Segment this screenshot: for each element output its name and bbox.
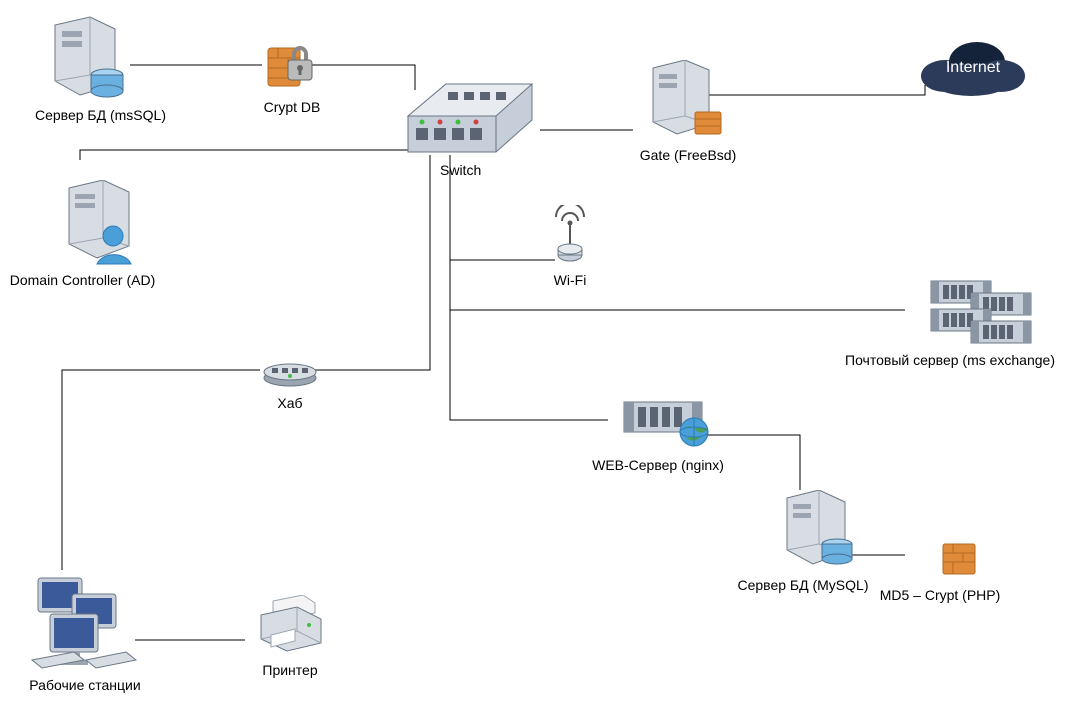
rack-icon	[925, 275, 1035, 345]
node-cryptdb: Crypt DB	[262, 32, 322, 115]
firewall-icon	[935, 540, 985, 580]
node-label: Gate (FreeBsd)	[633, 147, 743, 163]
node-mysql: Сервер БД (MySQL)	[758, 490, 878, 593]
node-wifi: Wi-Fi	[540, 205, 600, 288]
node-mail: Почтовый сервер (ms exchange)	[905, 275, 1055, 368]
firewall-lock-icon	[262, 32, 322, 92]
node-web: WEB-Сервер (nginx)	[608, 390, 728, 473]
node-label: Рабочие станции	[25, 677, 145, 693]
node-label: Switch	[440, 162, 540, 178]
node-label: Почтовый сервер (ms exchange)	[845, 352, 1055, 368]
wifi-icon	[540, 205, 600, 265]
edge-switch-mail	[450, 155, 905, 310]
node-label: Принтер	[245, 662, 335, 678]
printer-icon	[253, 595, 328, 655]
node-hub: Хаб	[260, 356, 320, 411]
node-switch: Switch	[400, 80, 540, 178]
server-db-icon	[771, 490, 866, 570]
server-user-icon	[53, 180, 148, 265]
network-diagram: Сервер БД (msSQL) Crypt DB Swit	[0, 0, 1065, 715]
cloud-icon: Internet	[915, 30, 1030, 100]
node-ws: Рабочие станции	[25, 570, 145, 693]
edge-switch-hub	[315, 155, 430, 370]
server-db-icon	[35, 15, 130, 100]
node-gate: Gate (FreeBsd)	[633, 60, 743, 163]
workstations-icon	[30, 570, 140, 670]
switch-icon	[400, 80, 540, 155]
node-md5: MD5 – Crypt (PHP)	[900, 540, 1020, 603]
node-label: Domain Controller (AD)	[0, 272, 165, 288]
hub-icon	[260, 356, 320, 388]
svg-text:Internet: Internet	[946, 59, 1001, 76]
node-label: Crypt DB	[262, 99, 322, 115]
node-dc: Domain Controller (AD)	[35, 180, 165, 288]
node-label: Сервер БД (msSQL)	[35, 107, 130, 123]
web-icon	[618, 390, 718, 450]
node-label: Хаб	[260, 395, 320, 411]
server-fw-icon	[641, 60, 736, 140]
edge-hub-ws	[62, 370, 260, 570]
node-label: WEB-Сервер (nginx)	[588, 457, 728, 473]
edge-dc-switch	[80, 150, 440, 160]
node-internet: Internet	[915, 30, 1030, 103]
node-label: Wi-Fi	[540, 272, 600, 288]
node-label: Сервер БД (MySQL)	[728, 577, 878, 593]
node-mssql: Сервер БД (msSQL)	[35, 15, 130, 123]
node-label: MD5 – Crypt (PHP)	[860, 587, 1020, 603]
node-printer: Принтер	[245, 595, 335, 678]
